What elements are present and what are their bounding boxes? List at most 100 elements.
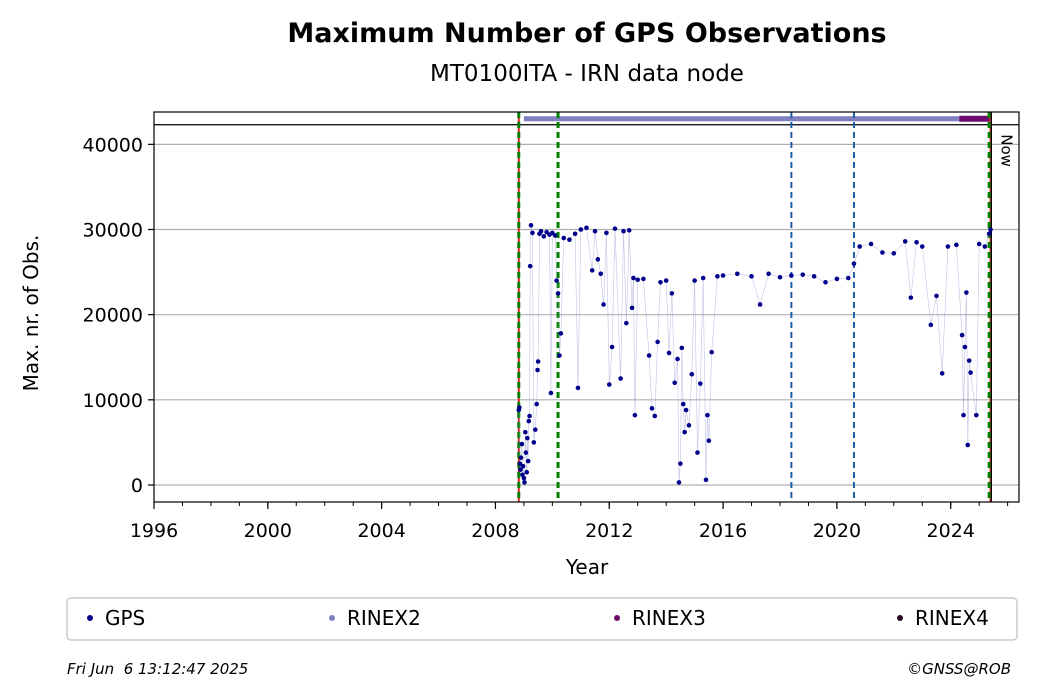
- gps-data-point: [692, 278, 697, 283]
- legend-marker-rinex4: [897, 615, 903, 621]
- gps-data-point: [939, 371, 945, 376]
- gps-data-point: [558, 331, 564, 336]
- gps-data-point: [715, 274, 720, 279]
- gps-data-point: [945, 244, 951, 249]
- chart-title: Maximum Number of GPS Observations: [287, 18, 886, 49]
- gps-data-point: [534, 401, 540, 407]
- gps-data-point: [959, 332, 965, 338]
- gps-data-point: [525, 458, 531, 464]
- gps-data-point: [683, 407, 689, 413]
- gps-data-point: [538, 228, 544, 234]
- x-tick-label: 2012: [585, 520, 633, 542]
- gps-data-point: [631, 275, 636, 281]
- gps-data-point: [902, 239, 908, 244]
- gps-data-point: [532, 427, 538, 432]
- gps-data-point: [676, 480, 682, 485]
- gps-data-point: [527, 263, 533, 269]
- plot-frame: [153, 111, 1020, 503]
- gps-data-point: [705, 412, 710, 418]
- gps-data-point: [578, 227, 584, 232]
- y-axis-label: Max. nr. of Obs.: [19, 235, 43, 392]
- gps-data-point: [609, 344, 615, 350]
- gps-data-point: [567, 237, 572, 243]
- gps-data-point: [535, 367, 540, 373]
- gps-series-line: [518, 225, 991, 483]
- gps-data-point: [686, 423, 692, 428]
- gps-data-point: [655, 339, 660, 345]
- gps-data-point: [982, 244, 988, 249]
- x-axis-label: Year: [565, 555, 609, 579]
- gps-data-point: [834, 276, 840, 282]
- legend-marker-gps: [87, 615, 93, 621]
- gps-data-point: [517, 405, 522, 410]
- gps-data-point: [880, 250, 885, 255]
- gps-data-point: [700, 275, 706, 281]
- gps-data-point: [522, 480, 527, 485]
- y-tick-label: 20000: [83, 305, 143, 327]
- gps-data-point: [520, 463, 526, 469]
- gps-data-point: [735, 271, 740, 277]
- gps-data-point: [658, 280, 663, 285]
- gps-data-point: [624, 320, 629, 326]
- footer-copyright: ©GNSS@ROB: [907, 660, 1011, 678]
- gps-data-point: [592, 228, 598, 234]
- gps-data-point: [679, 345, 685, 351]
- gps-data-point: [695, 450, 700, 455]
- legend-label-rinex2: RINEX2: [347, 606, 421, 630]
- gps-data-point: [811, 274, 817, 279]
- gps-data-point: [928, 322, 934, 328]
- gps-data-point: [525, 435, 530, 441]
- gps-data-point: [521, 475, 527, 481]
- gps-data-point: [526, 418, 532, 424]
- now-label: Now: [997, 134, 1015, 167]
- gps-data-point: [766, 271, 771, 277]
- gps-data-point: [914, 239, 919, 245]
- y-tick-label: 10000: [83, 390, 143, 412]
- gps-data-point: [557, 353, 562, 358]
- legend-marker-rinex2: [329, 615, 335, 621]
- gps-data-point: [555, 291, 561, 296]
- gps-data-point: [698, 381, 703, 386]
- legend-label-rinex3: RINEX3: [632, 606, 706, 630]
- gps-data-point: [523, 450, 529, 455]
- gps-data-point: [589, 268, 595, 273]
- gps-data-point: [531, 440, 537, 445]
- gps-data-point: [518, 467, 523, 472]
- gps-data-point: [965, 442, 971, 448]
- gps-data-point: [934, 293, 939, 299]
- gps-data-point: [535, 359, 541, 364]
- gps-data-point: [575, 385, 581, 391]
- gps-data-point: [552, 233, 558, 238]
- y-tick-label: 40000: [83, 134, 143, 156]
- gps-data-point: [629, 305, 635, 311]
- gps-data-point: [675, 356, 680, 362]
- gps-data-point: [857, 244, 862, 249]
- gps-data-point: [612, 226, 618, 231]
- x-tick-label: 2024: [927, 520, 975, 542]
- gps-data-point: [523, 429, 528, 435]
- gps-data-point: [800, 272, 806, 277]
- gps-data-point: [530, 230, 535, 236]
- footer-timestamp: Fri Jun 6 13:12:47 2025: [67, 660, 248, 678]
- legend: GPS RINEX2 RINEX3 RINEX4: [66, 597, 1018, 641]
- gps-data-point: [749, 274, 754, 279]
- gps-data-point: [777, 274, 783, 280]
- chart-subtitle: MT0100ITA - IRN data node: [430, 61, 744, 87]
- gps-data-point: [606, 382, 612, 387]
- legend-label-rinex4: RINEX4: [915, 606, 989, 630]
- x-tick-label: 2016: [699, 520, 747, 542]
- gps-data-point: [635, 277, 641, 283]
- legend-marker-rinex3: [614, 615, 620, 621]
- x-tick-label: 1996: [130, 520, 178, 542]
- gps-data-point: [908, 295, 914, 300]
- gps-data-point: [682, 429, 687, 435]
- gps-data-point: [845, 275, 851, 281]
- gps-data-point: [632, 412, 638, 418]
- gps-data-point: [554, 278, 559, 283]
- gps-data-point: [789, 273, 794, 278]
- gps-data-point: [652, 413, 658, 419]
- plot-area: Now 0 10000 20000 30000 40000 1996 2000 2004 2008…: [83, 111, 1020, 542]
- gps-data-point: [976, 241, 982, 247]
- gps-data-point: [974, 412, 979, 418]
